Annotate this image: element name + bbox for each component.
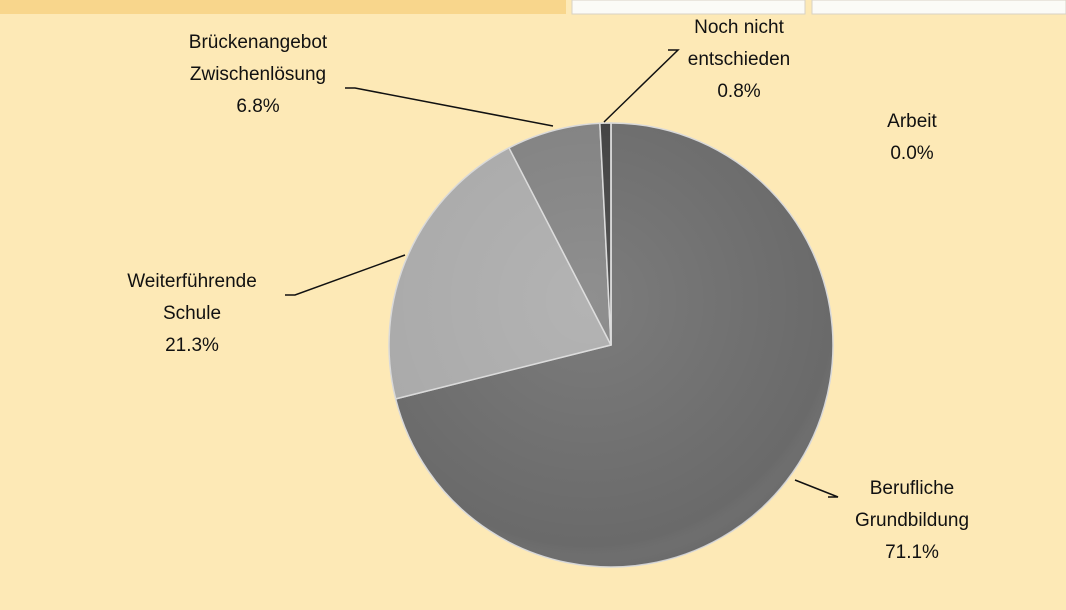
value-label: 0.0% [890,143,933,164]
value-label: 71.1% [885,542,939,563]
value-label: 0.8% [717,81,760,102]
category-label: Berufliche Grundbildung [855,478,969,531]
category-label: Noch nicht entschieden [688,17,790,70]
category-label: Arbeit [887,111,937,132]
header-cell [811,0,1066,15]
leader-line [285,254,406,296]
value-label: 6.8% [236,96,279,117]
value-label: 21.3% [165,335,219,356]
header-cell [571,0,806,15]
leader-line [794,479,839,498]
category-label: Brückenangebot Zwischenlösung [189,32,328,85]
leader-line [603,49,680,123]
pie [388,122,834,568]
category-label: Weiterführende Schule [127,271,257,324]
labels: Berufliche Grundbildung 71.1% Weiterführend… [127,17,969,563]
leader-line [345,87,554,127]
header-strip [0,0,566,14]
